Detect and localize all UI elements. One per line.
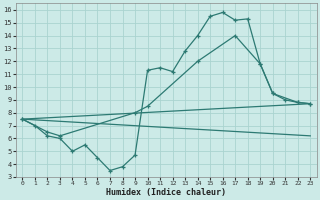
X-axis label: Humidex (Indice chaleur): Humidex (Indice chaleur)	[106, 188, 226, 197]
